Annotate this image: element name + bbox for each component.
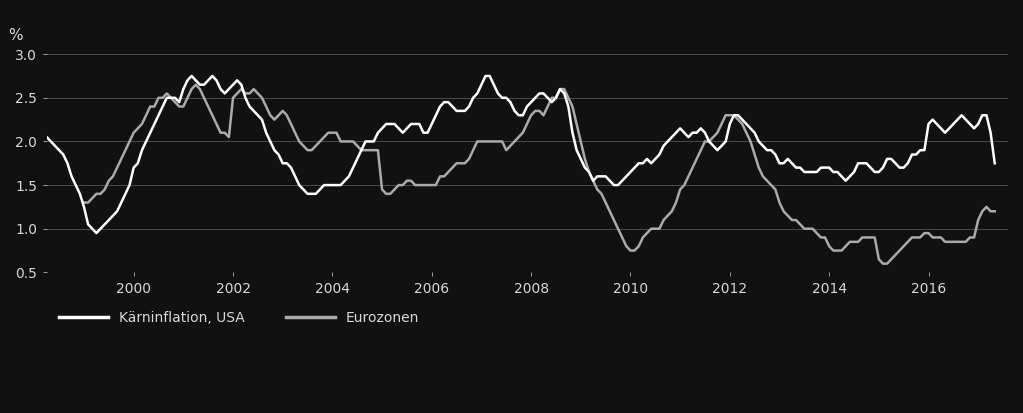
Eurozonen: [189, 82, 202, 87]
Eurozonen: [78, 200, 90, 205]
Eurozonen: [177, 104, 189, 109]
Eurozonen: [343, 139, 355, 144]
Text: %: %: [8, 28, 23, 43]
Eurozonen: [674, 187, 686, 192]
Eurozonen: [380, 191, 392, 196]
Kärninflation, USA: [284, 165, 297, 170]
Kärninflation, USA: [889, 161, 901, 166]
Line: Kärninflation, USA: Kärninflation, USA: [35, 76, 994, 233]
Kärninflation, USA: [90, 230, 102, 235]
Line: Eurozonen: Eurozonen: [84, 85, 994, 263]
Kärninflation, USA: [185, 74, 197, 78]
Eurozonen: [877, 261, 889, 266]
Kärninflation, USA: [595, 174, 608, 179]
Legend: Kärninflation, USA, Eurozonen: Kärninflation, USA, Eurozonen: [53, 306, 425, 331]
Kärninflation, USA: [988, 161, 1000, 166]
Kärninflation, USA: [223, 87, 235, 92]
Eurozonen: [533, 109, 545, 114]
Kärninflation, USA: [29, 121, 41, 126]
Eurozonen: [988, 209, 1000, 214]
Kärninflation, USA: [703, 139, 715, 144]
Kärninflation, USA: [761, 148, 773, 153]
Eurozonen: [604, 209, 616, 214]
